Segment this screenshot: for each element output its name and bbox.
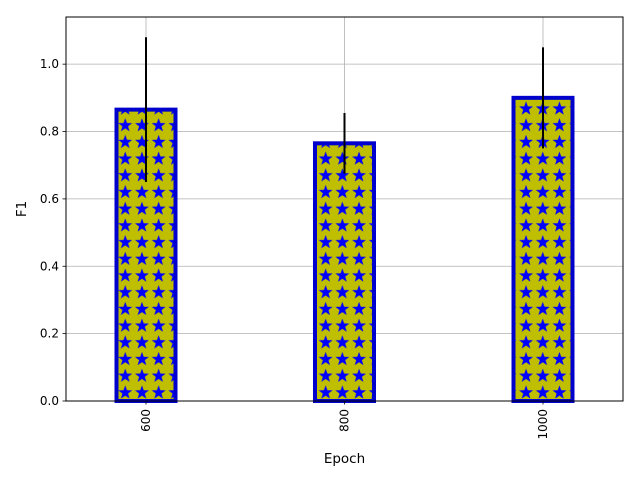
x-tick-label: 800 bbox=[338, 409, 352, 432]
y-tick-label: 1.0 bbox=[40, 57, 59, 71]
y-tick-label: 0.8 bbox=[40, 125, 59, 139]
y-tick-label: 0.2 bbox=[40, 327, 59, 341]
y-axis-label: F1 bbox=[14, 201, 30, 217]
bar-800 bbox=[313, 141, 376, 403]
y-tick-label: 0.0 bbox=[40, 394, 59, 408]
x-axis-label: Epoch bbox=[324, 451, 365, 467]
y-axis-ticks: 0.0 0.2 0.4 0.6 0.8 1.0 bbox=[40, 57, 66, 408]
x-tick-label: 1000 bbox=[536, 409, 550, 440]
y-tick-label: 0.6 bbox=[40, 192, 59, 206]
y-tick-label: 0.4 bbox=[40, 259, 59, 273]
error-bars bbox=[145, 37, 544, 183]
x-tick-label: 600 bbox=[139, 409, 153, 432]
x-axis-ticks: 600 800 1000 bbox=[139, 401, 550, 440]
